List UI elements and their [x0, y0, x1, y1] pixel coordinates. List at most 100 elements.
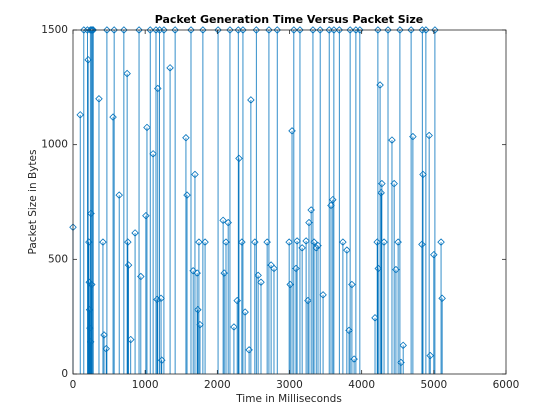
x-tick-label: 3000 [276, 379, 303, 391]
x-tick-label: 0 [70, 379, 77, 391]
stem-marker [201, 238, 209, 246]
y-axis-label: Packet Size in Bytes [27, 150, 39, 255]
stem-marker [196, 320, 204, 329]
stem-marker [87, 280, 96, 289]
stem-marker [345, 326, 353, 335]
stem-marker [437, 238, 445, 246]
stem-marker [270, 264, 278, 273]
stem-marker [396, 26, 404, 34]
stem-marker [100, 331, 108, 339]
stem-marker [418, 26, 427, 34]
stem-marker [302, 237, 310, 245]
stem-marker [95, 95, 103, 103]
stem-marker [296, 26, 304, 34]
stem-marker [194, 306, 202, 314]
stem-marker [425, 131, 433, 140]
stem-marker [152, 26, 160, 34]
stem-marker [143, 123, 151, 132]
stem-marker [407, 26, 415, 34]
stem-marker [199, 26, 207, 34]
stem-marker [241, 308, 249, 316]
stem-marker [239, 26, 247, 34]
stem-marker [226, 26, 234, 34]
stem-marker [171, 26, 179, 34]
stem-marker [149, 150, 157, 158]
stem-marker [137, 272, 145, 281]
y-tick-label: 1500 [41, 24, 68, 36]
stem-marker [76, 111, 84, 119]
stem-marker [103, 26, 111, 34]
stem-marker [160, 26, 168, 34]
stem-marker [384, 26, 392, 34]
stem-marker [339, 238, 347, 246]
stem-marker [376, 81, 384, 89]
x-axis-label: Time in Milliseconds [235, 393, 342, 405]
stem-marker [124, 238, 132, 246]
stem-marker [142, 211, 150, 220]
stem-marker [316, 26, 324, 34]
stem-marker [310, 238, 318, 246]
stem-marker [409, 132, 417, 141]
stem-marker [329, 195, 337, 204]
stem-marker [183, 191, 191, 199]
stem-marker [298, 244, 306, 252]
stem-marker [309, 26, 317, 34]
stem-marker [304, 296, 312, 305]
y-tick-label: 0 [61, 368, 68, 380]
stem-marker [235, 154, 243, 163]
stem-marker [378, 179, 386, 188]
stem-marker [346, 26, 354, 34]
stem-marker [89, 26, 97, 34]
stem-marker [187, 26, 195, 34]
stem-marker [87, 26, 96, 34]
stem-marker [257, 278, 265, 287]
stem-marker [88, 26, 97, 34]
stem-marker [120, 26, 128, 34]
stem-marker [131, 229, 139, 237]
stem-marker [238, 238, 246, 246]
stem-marker [293, 237, 301, 245]
stem-marker [374, 26, 382, 34]
stem-marker [292, 264, 300, 273]
stem-marker [124, 261, 133, 269]
plot-area [69, 26, 446, 374]
stem-marker [230, 323, 238, 331]
stem-marker [109, 113, 117, 121]
stem-marker [399, 341, 407, 350]
stem-marker [431, 26, 439, 34]
stem-marker [438, 294, 446, 303]
stem-marker [86, 26, 95, 34]
stem-marker [380, 238, 388, 246]
stem-marker [247, 96, 255, 104]
stem-marker [273, 26, 281, 34]
x-tick-label: 5000 [420, 379, 447, 391]
stem-marker [419, 170, 427, 179]
stem-marker [99, 238, 107, 246]
stem-marker [377, 189, 385, 197]
y-tick-label: 1000 [41, 139, 68, 151]
stem-marker [182, 134, 190, 142]
stem-marker [285, 238, 293, 246]
stem-marker [388, 136, 396, 144]
stem-marker [265, 26, 273, 34]
stem-marker [102, 345, 110, 353]
stem-marker [390, 179, 398, 188]
stem-marker [426, 351, 434, 360]
stem-marker [348, 280, 356, 289]
stem-marker [146, 26, 154, 34]
stem-marker [356, 26, 364, 34]
stem-marker [254, 271, 262, 280]
stem-marker [214, 26, 222, 34]
stem-marker [123, 69, 131, 78]
stem-marker [115, 191, 123, 199]
stem-marker [335, 26, 344, 34]
stem-marker [166, 64, 174, 72]
stem-marker [319, 291, 327, 299]
stem-marker [430, 250, 438, 259]
stem-marker [422, 26, 430, 34]
stem-marker [330, 26, 338, 34]
stem-marker [219, 216, 227, 225]
stem-marker [80, 26, 88, 34]
x-tick-label: 4000 [348, 379, 375, 391]
